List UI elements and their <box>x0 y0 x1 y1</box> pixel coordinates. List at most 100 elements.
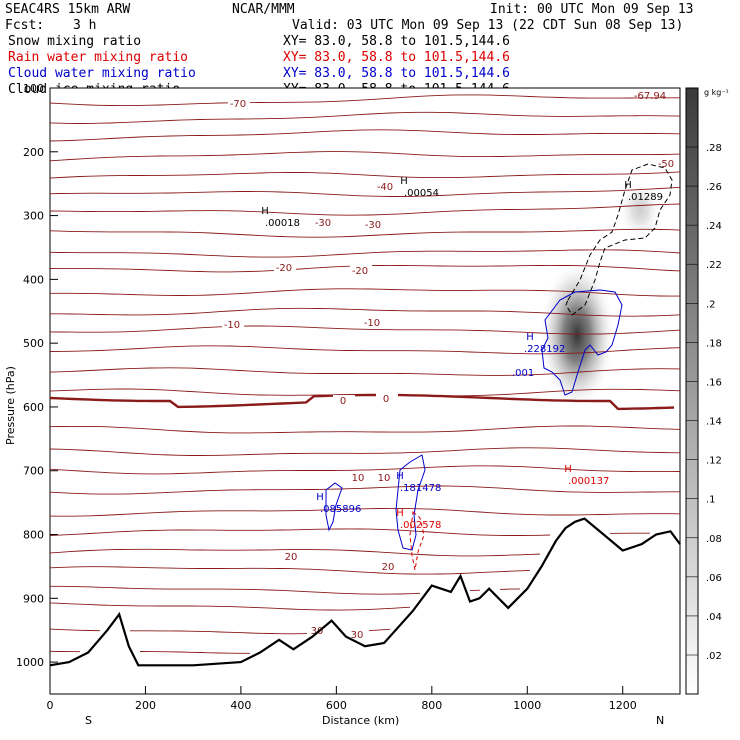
temperature-contour-line <box>49 548 541 557</box>
temperature-label: -30 <box>315 218 331 229</box>
y-tick-label: 700 <box>23 465 44 478</box>
cloud-water-contour-mid <box>395 454 426 551</box>
temperature-label: 30 <box>351 630 364 641</box>
x-axis: 0 200 400 600 800 1000 1200 <box>47 686 637 712</box>
fcst-value: 3 h <box>73 18 96 33</box>
temperature-label: -70 <box>230 99 246 110</box>
x-axis-label: Distance (km) <box>322 714 399 727</box>
temperature-label: -10 <box>364 318 380 329</box>
temperature-label-bg <box>274 262 296 273</box>
extremum-value: .002578 <box>400 520 441 531</box>
y-axis: 100 200 300 400 500 600 700 800 900 1000 <box>16 82 58 669</box>
fcst-label: Fcst: <box>5 18 44 33</box>
temperature-contour-line <box>49 151 681 162</box>
cloud-ice-contour <box>565 163 673 316</box>
temperature-contour-line <box>50 307 681 317</box>
model-title: SEAC4RS 15km ARW <box>5 2 130 17</box>
temperature-label: 20 <box>285 552 298 563</box>
temperature-contour-line <box>49 566 531 575</box>
x-tick-label: 400 <box>230 699 251 712</box>
temperature-contour-line <box>49 628 101 632</box>
temperature-contour-line <box>130 630 311 635</box>
colorbar-tick-label: .16 <box>706 377 722 388</box>
temperature-contour-line <box>49 171 681 179</box>
temperature-contour-line <box>49 94 680 107</box>
extremum-letter: H <box>564 464 572 475</box>
y-tick-label: 800 <box>23 529 44 542</box>
temperature-label: 0 <box>383 394 389 405</box>
extremum-letter: H <box>526 332 534 343</box>
x-tick-label: 800 <box>421 699 442 712</box>
y-tick-label: 500 <box>23 337 44 350</box>
colorbar-tick-label: .1 <box>706 495 716 506</box>
extremum-value: .000137 <box>568 476 609 487</box>
colorbar-tick-label: .08 <box>706 534 722 545</box>
extremum-value: .085896 <box>320 504 361 515</box>
colorbar-tick-label: .18 <box>706 338 722 349</box>
colorbar-tick-label: .06 <box>706 573 722 584</box>
temperature-label-bg <box>350 265 372 276</box>
temperature-label: 0 <box>340 396 346 407</box>
temperature-contour-line <box>49 367 681 376</box>
temperature-max-label: -67.94 <box>634 91 666 102</box>
terrain-line <box>49 517 681 667</box>
temperature-label: 10 <box>352 473 365 484</box>
temperature-contour-line <box>49 249 681 258</box>
field-xy-1: XY= 83.0, 58.8 to 101.5,144.6 <box>283 50 510 65</box>
temperature-label-bg <box>307 625 329 636</box>
temperature-label-bg <box>228 98 250 109</box>
cloud-water-contour-low <box>325 482 343 532</box>
x-tick-label: 600 <box>326 699 347 712</box>
colorbar-unit: g kg⁻¹ <box>704 88 729 97</box>
extremum-letter: H <box>261 206 269 217</box>
temperature-contour-line <box>49 425 681 434</box>
temperature-label-bg <box>281 551 303 562</box>
temperature-contour-line <box>49 345 681 355</box>
temperature-contour-line <box>49 528 551 536</box>
temperature-contour-line <box>50 585 421 595</box>
x-tick-label: 0 <box>47 699 54 712</box>
y-tick-label: 400 <box>23 273 44 286</box>
colorbar-tick-label: .24 <box>706 221 722 232</box>
extremum-value: .228192 <box>524 344 565 355</box>
temperature-label-bg <box>376 393 398 404</box>
temperature-label-bg <box>362 317 384 328</box>
temperature-label-bg <box>378 561 400 572</box>
temperature-contour-line <box>49 447 681 456</box>
field-xy-0: XY= 83.0, 58.8 to 101.5,144.6 <box>283 34 510 49</box>
valid-time: Valid: 03 UTC Mon 09 Sep 13 (22 CDT Sun … <box>292 18 683 33</box>
colorbar-tick-label: .28 <box>706 143 722 154</box>
snow-mixing-ratio-shading <box>539 260 615 410</box>
temperature-label-bg <box>375 181 397 192</box>
field-name-1: Rain water mixing ratio <box>8 50 188 65</box>
snow-mixing-ratio-shading-upper <box>618 180 662 240</box>
extremum-letter: H <box>316 492 324 503</box>
y-tick-label: 300 <box>23 210 44 223</box>
colorbar-tick-label: .26 <box>706 182 722 193</box>
zero-isotherm <box>49 393 675 411</box>
temperature-label-bg <box>347 629 369 640</box>
x-tick-label: 1200 <box>609 699 637 712</box>
cloud-water-contour-upper <box>541 289 623 396</box>
temperature-contour-line <box>49 465 681 475</box>
field-name-2: Cloud water mixing ratio <box>8 66 196 81</box>
temperature-contour-line <box>49 129 681 142</box>
temperature-contour-line <box>49 325 681 335</box>
org-label: NCAR/MMM <box>232 2 295 17</box>
extremum-letter: H <box>624 180 632 191</box>
colorbar-tick-label: .22 <box>706 260 722 271</box>
y-axis-label: Pressure (hPa) <box>4 366 17 445</box>
colorbar-tick-label: .02 <box>706 651 722 662</box>
colorbar-tick-label: .2 <box>706 299 716 310</box>
temperature-label: -20 <box>352 266 368 277</box>
colorbar-ticks: .28 .26 .24 .22 .2 .18 .16 .14 .12 .1 .08 .06 .04 .02 <box>686 143 722 662</box>
temperature-contour-line <box>49 203 681 216</box>
extremum-letter: H <box>400 176 408 187</box>
header: SEAC4RS 15km ARW NCAR/MMM Init: 00 UTC M… <box>5 2 694 97</box>
init-time: Init: 00 UTC Mon 09 Sep 13 <box>490 2 694 17</box>
y-tick-label: 200 <box>23 146 44 159</box>
field-xy-2: XY= 83.0, 58.8 to 101.5,144.6 <box>283 66 510 81</box>
y-tick-label: 900 <box>23 592 44 605</box>
